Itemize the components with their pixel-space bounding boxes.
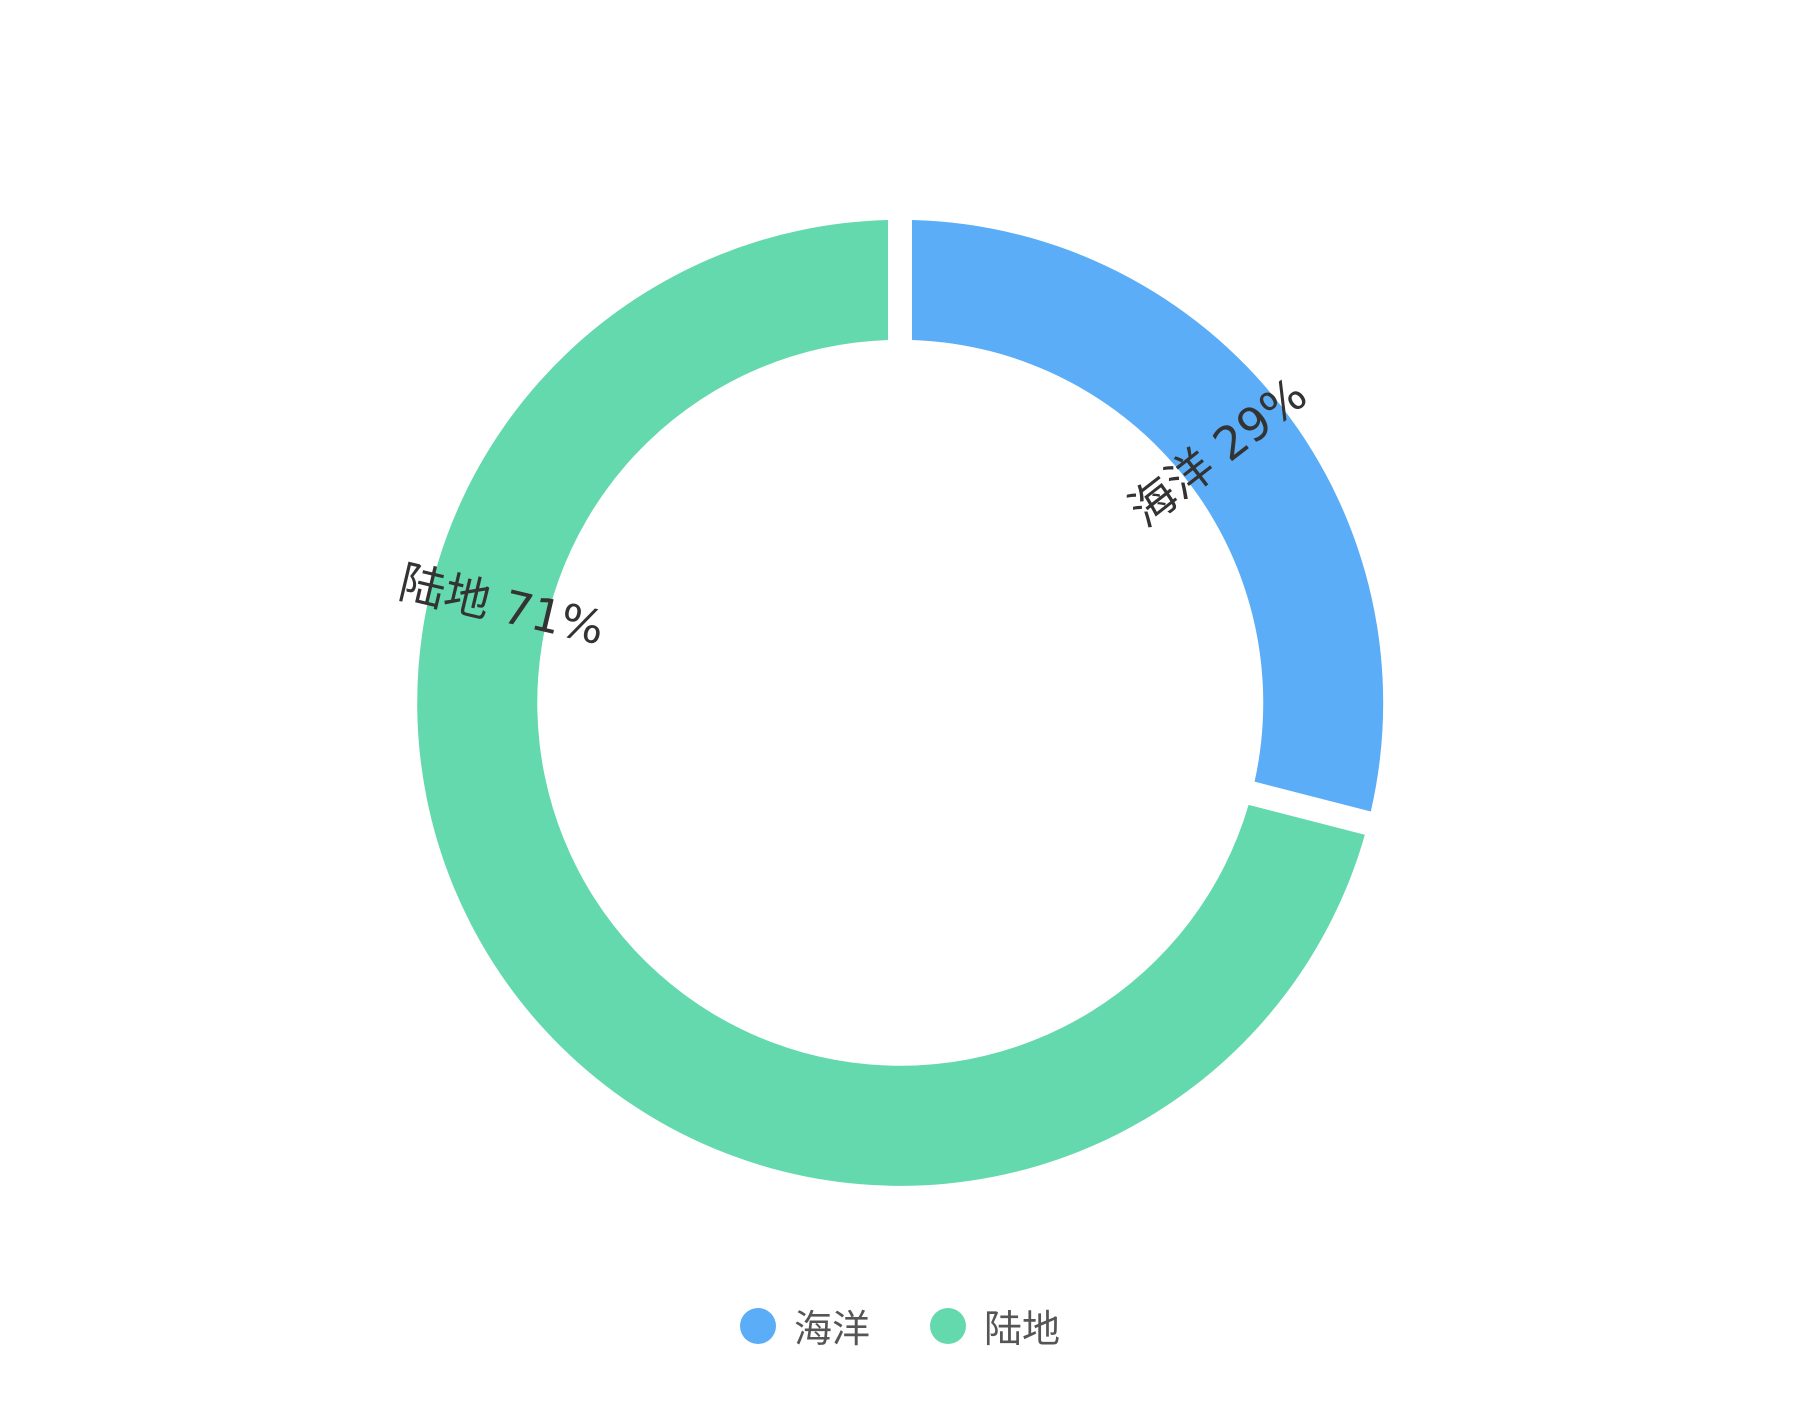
legend: 海洋 陆地 [0,1298,1800,1353]
legend-item-land[interactable]: 陆地 [930,1298,1060,1353]
legend-item-ocean[interactable]: 海洋 [739,1298,870,1353]
slices-group [417,220,1384,1186]
legend-label-ocean: 海洋 [793,1307,870,1351]
legend-label-land: 陆地 [984,1307,1061,1351]
legend-dot-ocean [739,1307,776,1344]
legend-dot-land [930,1307,966,1344]
slice-ocean[interactable] [912,220,1384,812]
